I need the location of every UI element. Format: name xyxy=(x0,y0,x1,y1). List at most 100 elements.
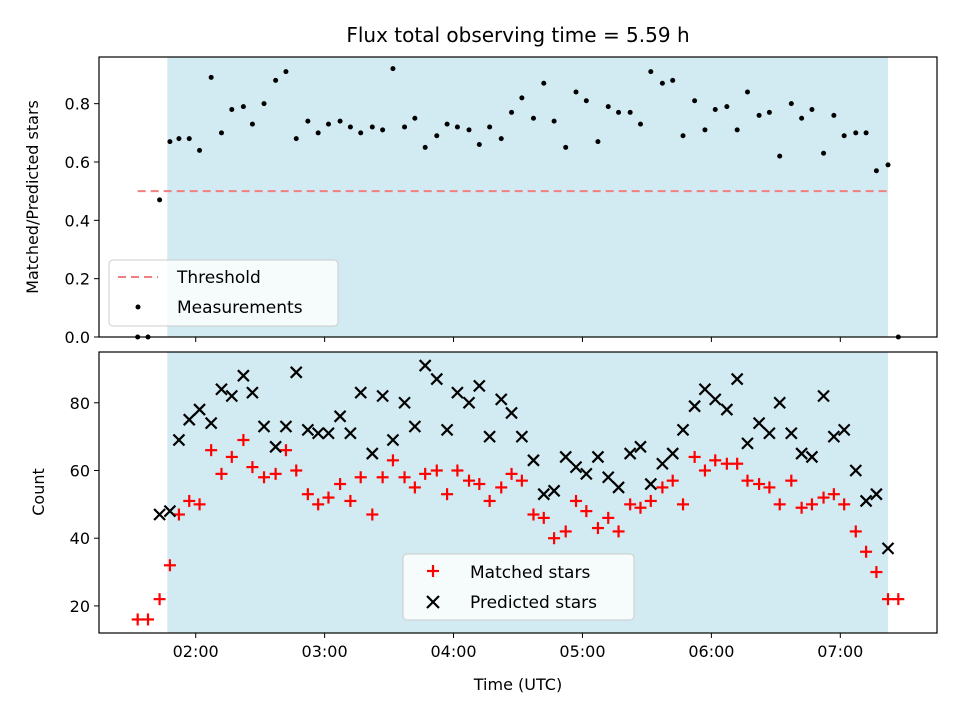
ratio-panel: 0.00.20.40.60.8 Matched/Predicted stars … xyxy=(23,56,938,347)
matched-star-point xyxy=(172,508,185,521)
ratio-y-tick-label: 0.8 xyxy=(65,95,90,114)
matched-star-point xyxy=(677,498,690,511)
measurement-point xyxy=(476,142,482,147)
matched-star-point xyxy=(301,488,314,501)
predicted-star-point xyxy=(225,389,239,403)
measurement-point xyxy=(799,115,805,121)
matched-star-point xyxy=(183,494,196,507)
measurement-point xyxy=(197,147,203,153)
ratio-y-tick-label: 0.0 xyxy=(65,328,90,347)
measurement-point xyxy=(831,112,837,118)
measurement-point xyxy=(186,136,192,142)
predicted-star-point xyxy=(580,467,593,481)
predicted-star-point xyxy=(527,454,540,467)
measurement-point xyxy=(863,130,869,136)
ratio-y-tick-label: 0.2 xyxy=(65,270,90,289)
predicted-star-point xyxy=(163,504,177,518)
matched-star-point xyxy=(591,522,604,535)
predicted-star-point xyxy=(473,379,486,393)
matched-star-point xyxy=(773,498,786,511)
matched-star-point xyxy=(322,491,335,504)
measurement-point xyxy=(283,69,289,75)
measurement-point xyxy=(766,109,772,115)
measurement-point xyxy=(885,162,891,168)
measurement-point xyxy=(777,153,783,159)
predicted-star-point xyxy=(752,416,766,430)
legend-matched-label: Matched stars xyxy=(470,563,590,583)
measurement-point xyxy=(157,197,163,203)
count-x-tick-label: 07:00 xyxy=(817,642,863,661)
measurement-point xyxy=(712,107,718,112)
measurement-point xyxy=(218,130,224,136)
predicted-star-point xyxy=(451,386,464,399)
predicted-star-point xyxy=(634,440,647,454)
measurement-point xyxy=(724,104,730,110)
matched-star-point xyxy=(795,501,808,514)
predicted-star-point xyxy=(656,457,669,471)
matched-star-point xyxy=(237,434,250,447)
matched-star-point xyxy=(279,444,292,457)
matched-star-point xyxy=(344,494,357,507)
matched-star-point xyxy=(882,593,895,606)
predicted-star-point xyxy=(666,447,679,460)
predicted-star-point xyxy=(688,399,701,413)
measurement-point xyxy=(358,130,364,136)
predicted-star-point xyxy=(559,450,572,464)
predicted-star-point xyxy=(269,440,282,454)
matched-star-point xyxy=(892,593,905,606)
measurement-point xyxy=(229,107,235,112)
measurement-point xyxy=(595,139,601,145)
matched-star-point xyxy=(441,488,454,501)
predicted-star-point xyxy=(237,369,250,382)
matched-star-point xyxy=(753,478,766,491)
predicted-star-point xyxy=(859,494,873,508)
matched-star-point xyxy=(386,454,399,467)
matched-star-point xyxy=(376,471,389,484)
predicted-star-point xyxy=(376,389,389,403)
ratio-y-tick-label: 0.4 xyxy=(65,211,90,230)
predicted-star-point xyxy=(827,430,841,443)
count-axes-frame xyxy=(98,351,938,634)
measurement-point xyxy=(551,118,557,124)
matched-star-point xyxy=(666,474,679,487)
predicted-star-point xyxy=(849,464,863,477)
matched-star-point xyxy=(290,464,303,477)
measurement-point xyxy=(670,77,676,83)
matched-star-point xyxy=(624,498,637,511)
matched-star-point xyxy=(698,464,711,477)
matched-star-point xyxy=(483,494,496,507)
matched-star-point xyxy=(398,471,411,484)
measurement-point xyxy=(605,104,611,110)
measurement-point xyxy=(680,133,686,139)
measurement-point xyxy=(293,136,299,142)
predicted-star-point xyxy=(333,410,347,423)
count-legend-box xyxy=(402,553,635,621)
predicted-star-point xyxy=(301,423,315,437)
predicted-star-point xyxy=(741,437,754,450)
measurement-point xyxy=(702,127,708,133)
measurement-point xyxy=(402,124,408,130)
measurement-point xyxy=(573,89,579,95)
matched-star-point xyxy=(870,566,883,579)
matched-star-point xyxy=(419,467,432,480)
count-x-tick-label: 04:00 xyxy=(430,642,476,661)
measurement-point xyxy=(659,80,665,86)
matched-star-point xyxy=(763,481,776,494)
count-y-ticks: 20 40 60 80 xyxy=(70,394,99,616)
matched-star-point xyxy=(354,471,367,484)
predicted-star-point xyxy=(785,426,798,440)
measurement-point xyxy=(167,139,173,145)
measurement-point xyxy=(637,121,643,127)
measurement-point xyxy=(249,121,255,127)
count-x-tick-label: 05:00 xyxy=(559,642,605,661)
measurement-point xyxy=(466,127,472,133)
matched-star-point xyxy=(515,474,528,487)
measurement-point xyxy=(821,150,827,156)
predicted-star-point xyxy=(591,450,605,464)
count-x-tick-label: 06:00 xyxy=(688,642,734,661)
matched-star-point xyxy=(527,508,540,521)
measurement-point xyxy=(454,124,460,130)
predicted-star-point xyxy=(289,366,303,379)
